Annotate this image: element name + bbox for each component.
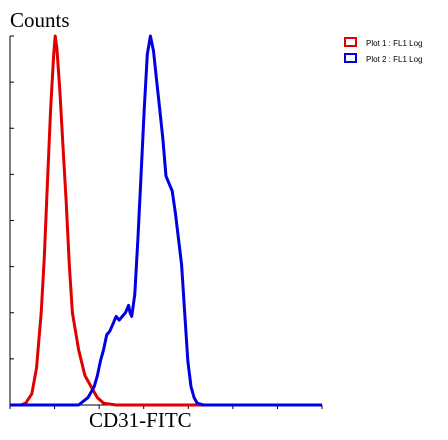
y-axis-label: Counts bbox=[10, 8, 70, 32]
legend-swatch-1 bbox=[344, 37, 357, 47]
legend-label-2: Plot 2 : FL1 Log bbox=[366, 55, 422, 64]
series-line-1 bbox=[10, 34, 322, 407]
axes bbox=[9, 35, 323, 409]
series-line-2 bbox=[10, 34, 322, 407]
legend: Plot 1 : FL1 Log Plot 2 : FL1 Log bbox=[344, 37, 422, 64]
legend-swatch-2 bbox=[344, 53, 357, 63]
x-axis-label: CD31-FITC bbox=[89, 408, 192, 432]
series-layer bbox=[10, 34, 322, 407]
legend-label-1: Plot 1 : FL1 Log bbox=[366, 39, 422, 48]
